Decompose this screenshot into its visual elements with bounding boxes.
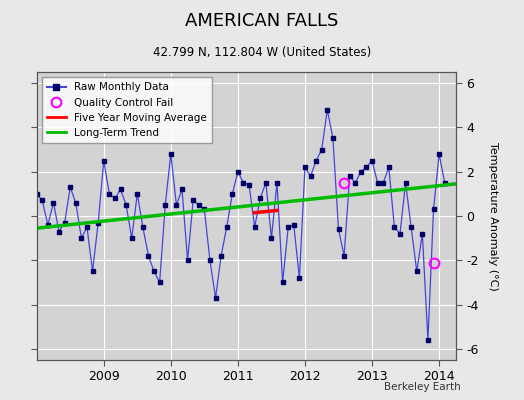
Text: AMERICAN FALLS: AMERICAN FALLS <box>185 12 339 30</box>
Text: Berkeley Earth: Berkeley Earth <box>385 382 461 392</box>
Legend: Raw Monthly Data, Quality Control Fail, Five Year Moving Average, Long-Term Tren: Raw Monthly Data, Quality Control Fail, … <box>42 77 212 143</box>
Y-axis label: Temperature Anomaly (°C): Temperature Anomaly (°C) <box>488 142 498 290</box>
Text: 42.799 N, 112.804 W (United States): 42.799 N, 112.804 W (United States) <box>153 46 371 59</box>
